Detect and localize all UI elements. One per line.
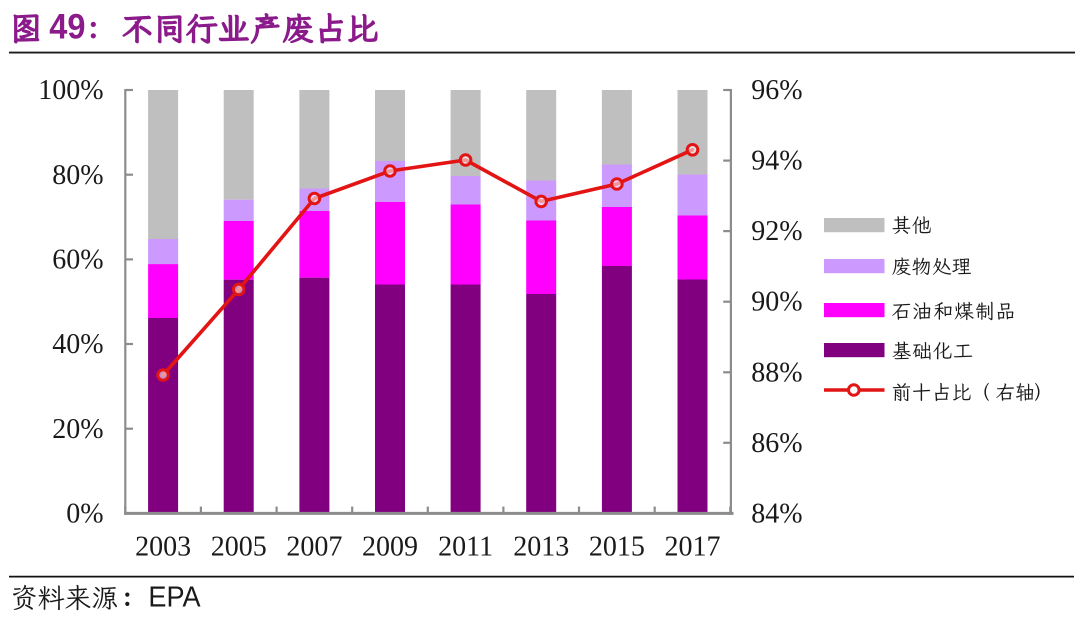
svg-text:40%: 40% [52,329,103,360]
svg-text:2005: 2005 [211,532,267,563]
svg-text:90%: 90% [751,287,802,318]
svg-text:49: 49 [49,8,85,47]
svg-text:2011: 2011 [438,532,493,563]
svg-text:2003: 2003 [135,532,191,563]
svg-text:80%: 80% [52,160,103,191]
svg-text:0%: 0% [66,499,103,530]
svg-text:2009: 2009 [362,532,418,563]
svg-text:96%: 96% [751,75,802,106]
svg-text:88%: 88% [751,357,802,388]
svg-text:EPA: EPA [148,582,201,614]
svg-text:2015: 2015 [589,532,645,563]
svg-text:100%: 100% [38,75,103,106]
svg-text:2013: 2013 [513,532,569,563]
svg-text:86%: 86% [751,428,802,459]
svg-text:84%: 84% [751,498,802,529]
svg-text:2017: 2017 [665,532,721,563]
svg-text:60%: 60% [52,245,103,276]
svg-text:94%: 94% [751,146,802,177]
svg-text:2007: 2007 [286,532,342,563]
svg-text:92%: 92% [751,216,802,247]
svg-text:20%: 20% [52,414,103,445]
